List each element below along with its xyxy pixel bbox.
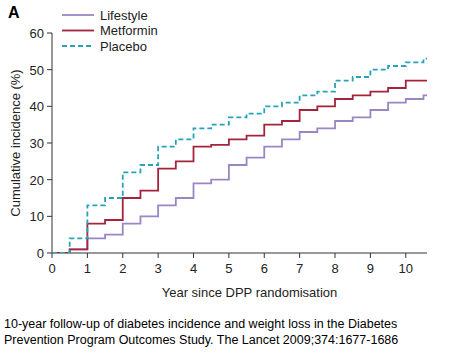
x-tick-label: 2 <box>119 261 126 276</box>
y-tick-label: 0 <box>37 246 44 261</box>
legend-label: Metformin <box>100 23 158 38</box>
series-line <box>52 59 427 253</box>
series-line <box>52 95 427 253</box>
x-tick <box>335 253 336 258</box>
y-tick-label: 60 <box>30 26 44 41</box>
legend-swatch <box>62 30 94 32</box>
x-tick-label: 9 <box>367 261 374 276</box>
y-axis-label: Cumulative incidence (%) <box>8 69 23 216</box>
y-tick <box>47 33 52 34</box>
x-tick <box>264 253 265 258</box>
y-tick-label: 50 <box>30 63 44 78</box>
y-tick-label: 10 <box>30 209 44 224</box>
x-tick-label: 1 <box>84 261 91 276</box>
y-tick <box>47 106 52 107</box>
x-tick <box>158 253 159 258</box>
y-tick <box>47 143 52 144</box>
x-tick <box>122 253 123 258</box>
x-tick <box>405 253 406 258</box>
y-tick <box>47 179 52 180</box>
x-tick-label: 6 <box>261 261 268 276</box>
x-tick <box>228 253 229 258</box>
legend-swatch <box>62 45 94 47</box>
x-tick-label: 10 <box>399 261 413 276</box>
series-line <box>52 81 427 253</box>
y-tick <box>47 69 52 70</box>
x-tick-label: 5 <box>225 261 232 276</box>
chart-svg: A 0 10 20 30 40 50 60 0 1 2 3 4 5 6 7 8 9 10 Cumulative inc… <box>0 0 476 359</box>
caption: Prevention Program Outcomes Study. The L… <box>4 333 398 347</box>
x-tick-label: 4 <box>190 261 197 276</box>
x-tick <box>370 253 371 258</box>
x-axis-label: Year since DPP randomisation <box>162 285 338 300</box>
x-tick-label: 0 <box>48 261 55 276</box>
plot-area <box>52 59 427 253</box>
legend-swatch <box>62 14 94 16</box>
x-tick <box>299 253 300 258</box>
panel-label: A <box>8 4 20 21</box>
y-tick <box>47 216 52 217</box>
x-tick-label: 8 <box>331 261 338 276</box>
x-tick <box>87 253 88 258</box>
x-tick <box>52 253 53 258</box>
x-tick-label: 3 <box>155 261 162 276</box>
y-tick <box>47 253 52 254</box>
x-tick-label: 7 <box>296 261 303 276</box>
y-tick-label: 20 <box>30 173 44 188</box>
legend-label: Placebo <box>100 39 147 54</box>
chart: A 0 10 20 30 40 50 60 0 1 2 3 4 5 6 7 8 9 10 Cumulative inc… <box>0 0 476 359</box>
y-tick-label: 40 <box>30 99 44 114</box>
caption: 10-year follow-up of diabetes incidence … <box>4 317 397 331</box>
legend-label: Lifestyle <box>100 8 148 23</box>
x-tick <box>193 253 194 258</box>
y-tick-label: 30 <box>30 136 44 151</box>
